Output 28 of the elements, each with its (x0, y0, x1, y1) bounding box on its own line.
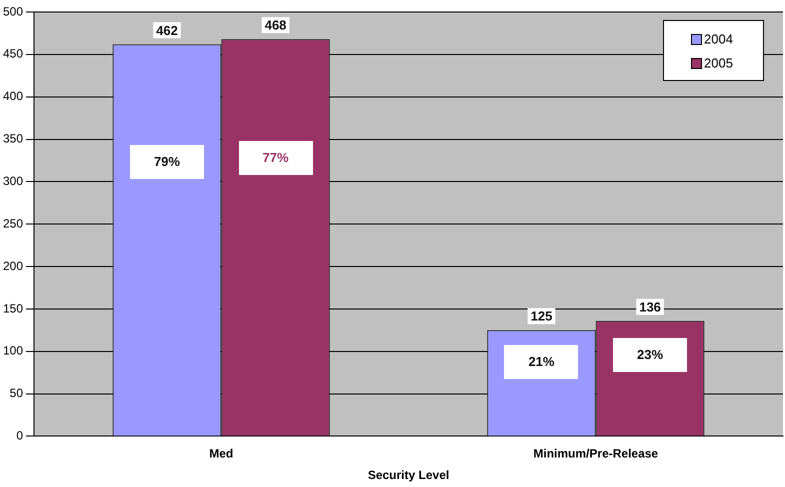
x-tick-label: Med (209, 446, 234, 461)
data-label: 468 (264, 18, 286, 33)
x-axis-title: Security Level (368, 468, 450, 482)
annotation: 79% (154, 154, 180, 169)
annotation: 23% (637, 347, 664, 362)
data-label: 136 (639, 299, 661, 314)
y-tick-label: 50 (10, 386, 24, 400)
y-tick-label: 450 (2, 46, 24, 61)
data-label: 462 (156, 22, 178, 38)
y-tick-label: 400 (2, 89, 24, 104)
annotation: 77% (262, 150, 289, 166)
data-label: 125 (530, 308, 552, 324)
y-tick-label: 350 (2, 132, 24, 146)
y-tick-label: 500 (2, 4, 24, 18)
label-box: 77% (238, 141, 313, 176)
annotation: 21% (528, 354, 554, 369)
y-tick-label: 0 (16, 428, 24, 443)
label-box: 79% (130, 144, 204, 179)
label-box: 21% (504, 344, 578, 379)
legend-label: 2004 (704, 32, 733, 47)
x-tick-label: Minimum/Pre-Release (533, 446, 658, 461)
y-tick-label: 200 (2, 258, 24, 273)
y-tick-label: 250 (2, 216, 24, 230)
y-tick-label: 100 (2, 344, 24, 358)
y-tick-label: 300 (2, 174, 24, 188)
legend-label: 2005 (704, 56, 733, 71)
label-box: 23% (613, 338, 688, 372)
y-tick-label: 150 (2, 301, 24, 316)
